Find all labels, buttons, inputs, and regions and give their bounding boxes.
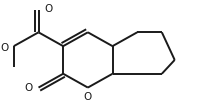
Text: O: O — [24, 82, 33, 92]
Text: O: O — [84, 92, 92, 102]
Text: O: O — [44, 4, 52, 14]
Text: O: O — [1, 43, 9, 53]
